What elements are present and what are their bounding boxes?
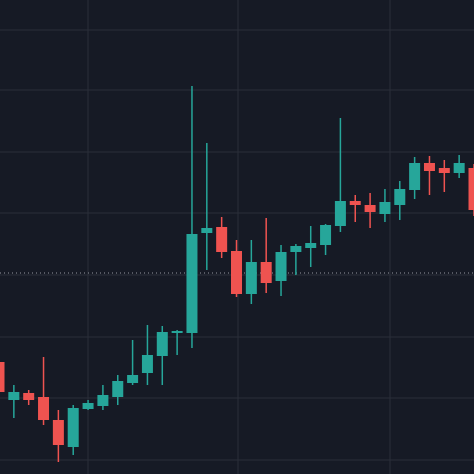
candle-body [320,225,332,245]
candle-body [260,262,272,283]
candle-body [52,420,64,445]
candle-body [231,251,242,294]
candle-body [97,395,109,406]
candle-body [23,393,35,400]
candle-body [156,332,168,356]
candle-body [8,392,20,400]
candle-body [0,362,5,392]
candle-body [453,163,465,173]
candle-body [334,201,346,226]
candle-body [275,252,287,281]
candle-body [127,375,139,383]
candle-body [38,397,50,420]
candle-body [438,168,450,173]
candle-body [305,243,317,248]
candle-body [201,228,213,233]
candle-body [290,246,302,252]
candle-body [171,331,183,333]
candle-body [245,262,257,294]
candle-body [82,403,94,409]
candle-body [112,381,124,397]
candle-body [394,189,406,205]
candle-body [349,201,361,205]
candle-body [216,227,228,252]
candle-body [423,163,435,171]
candle-body [67,408,79,447]
candle-body [468,168,474,210]
candle-body [364,205,376,212]
candle-body [186,234,198,333]
candle-body [141,355,153,373]
candle-body [409,163,421,190]
candle-body [379,202,391,214]
